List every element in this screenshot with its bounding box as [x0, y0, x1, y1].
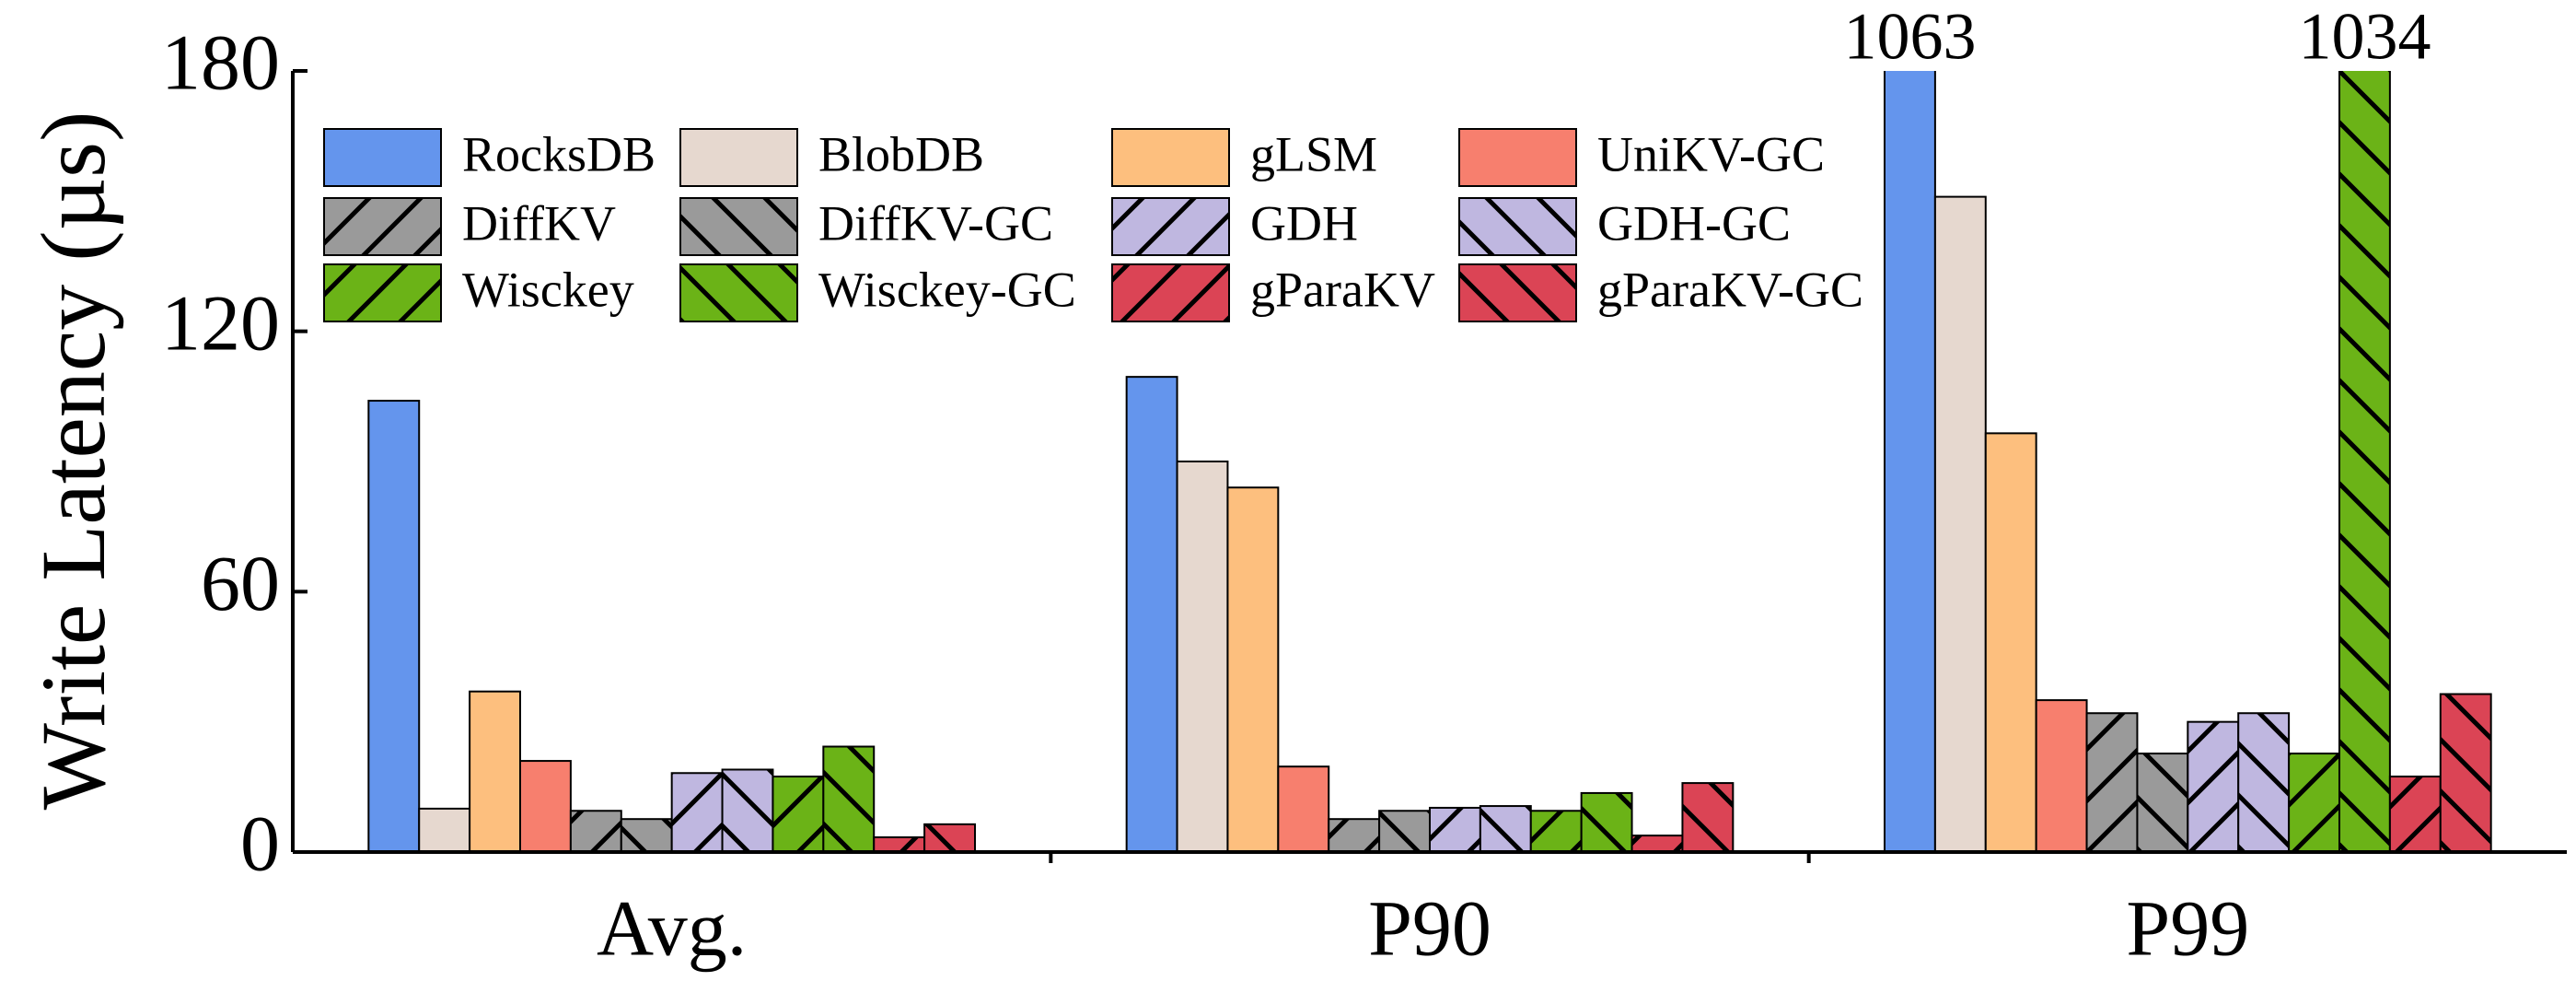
legend-swatch — [323, 197, 442, 256]
legend-label: DiffKV — [462, 195, 616, 251]
bar — [1479, 805, 1532, 852]
legend-label: UniKV-GC — [1597, 126, 1825, 181]
y-tick-label: 180 — [161, 18, 280, 107]
bar — [1580, 791, 1633, 852]
legend-label: gParaKV — [1250, 262, 1435, 317]
x-tick-label: P99 — [2126, 884, 2249, 973]
bar — [469, 690, 522, 852]
legend-label: Wisckey-GC — [818, 262, 1076, 317]
y-axis-title: Write Latency (µs) — [22, 111, 124, 811]
legend-swatch — [323, 263, 442, 322]
legend-label: RocksDB — [462, 126, 656, 181]
bar — [1226, 486, 1280, 852]
bar — [2085, 712, 2139, 852]
legend-swatch — [323, 128, 442, 187]
bar — [1378, 810, 1431, 852]
bar — [822, 745, 876, 852]
bar — [1176, 461, 1229, 852]
legend-label: Wisckey — [462, 262, 634, 317]
legend-label: GDH — [1250, 195, 1358, 251]
legend-swatch — [1458, 128, 1577, 187]
bar — [2338, 71, 2391, 852]
bar — [1933, 195, 1987, 852]
bar — [1125, 376, 1178, 852]
bar — [2187, 720, 2240, 852]
bar — [873, 835, 926, 852]
bars — [367, 71, 2492, 852]
bar — [772, 776, 825, 852]
legend-label: BlobDB — [818, 126, 984, 181]
bar — [721, 768, 774, 852]
x-tick-label: P90 — [1368, 884, 1491, 973]
legend-swatch — [1458, 197, 1577, 256]
bar — [367, 400, 421, 852]
bar — [1984, 432, 2037, 852]
bar — [1429, 806, 1481, 852]
y-tick-label: 60 — [201, 539, 280, 627]
bar — [519, 760, 572, 852]
legend-swatch — [679, 263, 798, 322]
legend-swatch — [679, 197, 798, 256]
bar — [923, 823, 976, 852]
y-tick-label: 0 — [240, 800, 280, 888]
legend-label: gParaKV-GC — [1597, 262, 1863, 317]
bar — [1884, 71, 1936, 852]
value-label: 1063 — [1843, 0, 1976, 74]
bar — [2288, 753, 2340, 852]
x-tick-label: Avg. — [597, 884, 747, 973]
bar — [1681, 782, 1735, 852]
bar — [620, 818, 673, 852]
value-label: 1034 — [2298, 0, 2431, 74]
bar — [1630, 835, 1684, 852]
bar — [1328, 818, 1381, 852]
legend-label: gLSM — [1250, 126, 1377, 181]
bar — [2439, 693, 2492, 852]
bar — [1277, 765, 1330, 852]
bar — [418, 807, 471, 852]
bar — [2035, 699, 2088, 852]
legend-swatch — [1458, 263, 1577, 322]
bar — [2136, 753, 2189, 852]
legend-swatch — [1111, 263, 1230, 322]
bar — [2388, 776, 2442, 852]
bar — [569, 810, 622, 852]
y-tick-label: 120 — [161, 278, 280, 367]
legend-label: GDH-GC — [1597, 195, 1791, 251]
legend-swatch — [1111, 128, 1230, 187]
bar — [670, 772, 724, 852]
legend-label: DiffKV-GC — [818, 195, 1053, 251]
bar — [1529, 810, 1583, 852]
legend-swatch — [679, 128, 798, 187]
legend-swatch — [1111, 197, 1230, 256]
bar — [2237, 712, 2291, 852]
